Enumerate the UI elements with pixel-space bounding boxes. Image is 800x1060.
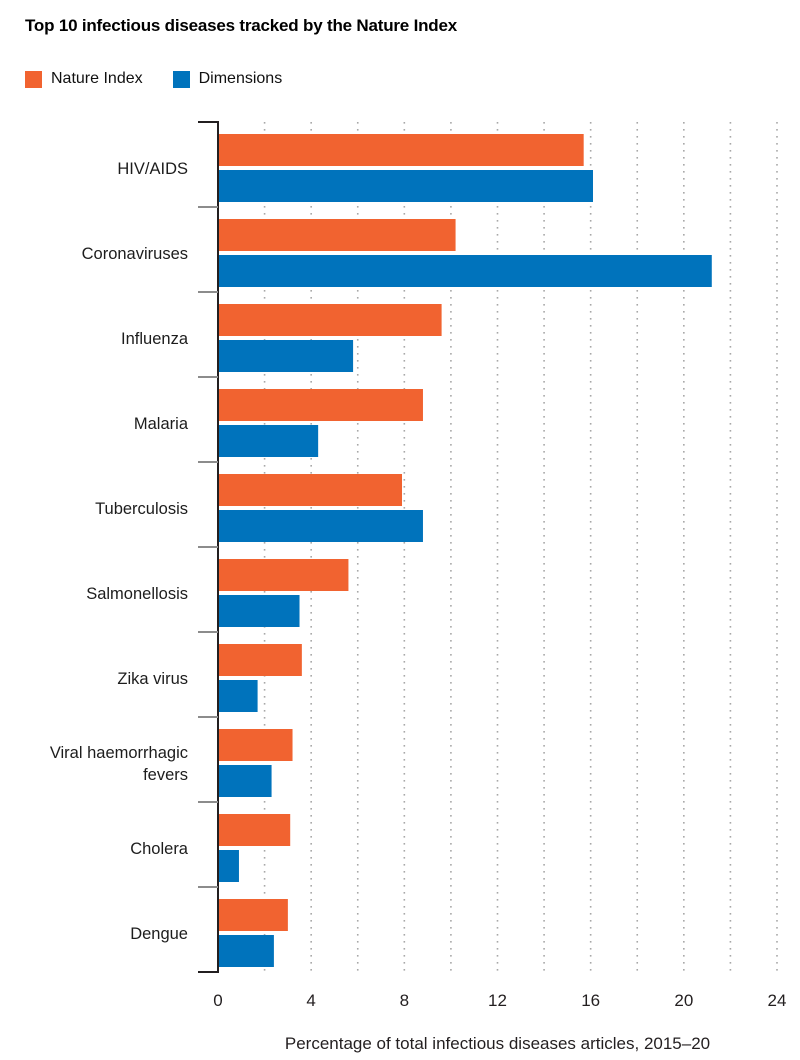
category-label-tuberculosis: Tuberculosis	[95, 500, 188, 518]
bar-nature-index-influenza	[219, 304, 442, 336]
x-axis-title: Percentage of total infectious diseases …	[285, 1034, 710, 1053]
bar-nature-index-malaria	[219, 389, 423, 421]
category-label-viral-haemorrhagic-fevers: Viral haemorrhagic	[50, 744, 188, 762]
bar-dimensions-coronaviruses	[219, 255, 712, 287]
x-tick-label-4: 4	[306, 991, 315, 1010]
dimensions-swatch-icon	[172, 70, 190, 88]
category-label-hiv-aids: HIV/AIDS	[117, 160, 188, 178]
legend-item-dimensions: Dimensions	[172, 70, 283, 88]
bar-dimensions-tuberculosis	[219, 510, 423, 542]
bar-nature-index-coronaviruses	[219, 219, 456, 251]
nature-index-swatch-icon	[25, 70, 42, 88]
category-label-zika-virus: Zika virus	[117, 670, 188, 688]
bar-nature-index-cholera	[219, 814, 291, 846]
bar-dimensions-zika-virus	[219, 680, 258, 712]
chart-title: Top 10 infectious diseases tracked by th…	[25, 16, 457, 35]
category-label-influenza: Influenza	[121, 330, 189, 348]
x-tick-label-16: 16	[581, 991, 600, 1010]
bar-nature-index-hiv-aids	[219, 134, 584, 166]
bar-dimensions-salmonellosis	[219, 595, 300, 627]
category-label-coronaviruses: Coronaviruses	[82, 245, 188, 263]
legend-label-nature-index: Nature Index	[51, 70, 143, 87]
x-tick-label-0: 0	[213, 991, 222, 1010]
bar-nature-index-zika-virus	[219, 644, 302, 676]
x-tick-label-24: 24	[768, 991, 787, 1010]
category-label-viral-haemorrhagic-fevers: fevers	[143, 766, 188, 784]
bar-dimensions-cholera	[219, 850, 239, 882]
x-tick-label-20: 20	[674, 991, 693, 1010]
legend-item-nature-index: Nature Index	[25, 70, 143, 88]
bar-dimensions-influenza	[219, 340, 354, 372]
bar-dimensions-viral-haemorrhagic-fevers	[219, 765, 272, 797]
x-tick-label-12: 12	[488, 991, 507, 1010]
bar-nature-index-tuberculosis	[219, 474, 403, 506]
bar-dimensions-malaria	[219, 425, 319, 457]
bar-dimensions-hiv-aids	[219, 170, 593, 202]
bar-nature-index-salmonellosis	[219, 559, 349, 591]
x-tick-label-8: 8	[400, 991, 409, 1010]
bar-nature-index-dengue	[219, 899, 288, 931]
category-label-salmonellosis: Salmonellosis	[86, 585, 188, 603]
legend: Nature Index Dimensions	[25, 70, 282, 88]
category-label-cholera: Cholera	[130, 840, 189, 858]
legend-label-dimensions: Dimensions	[198, 70, 283, 87]
category-label-dengue: Dengue	[130, 925, 188, 943]
bar-dimensions-dengue	[219, 935, 274, 967]
bar-nature-index-viral-haemorrhagic-fevers	[219, 729, 293, 761]
category-label-malaria: Malaria	[134, 415, 189, 433]
